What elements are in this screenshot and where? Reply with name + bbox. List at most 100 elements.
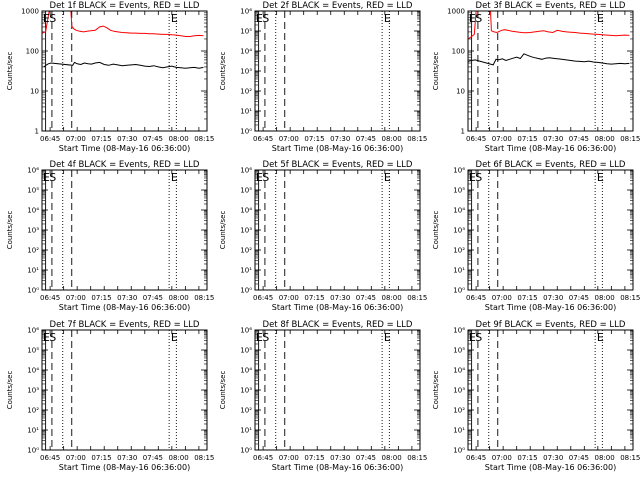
panel-title: Det 5f BLACK = Events, RED = LLD bbox=[263, 160, 413, 170]
x-tick-label: 06:45 bbox=[466, 294, 486, 302]
y-tick-label: 10⁵ bbox=[453, 347, 465, 355]
x-tick-label: 08:00 bbox=[382, 294, 402, 302]
x-tick-label: 07:15 bbox=[517, 135, 537, 143]
event-marker-label: E bbox=[256, 171, 263, 184]
x-tick-label: 07:30 bbox=[543, 454, 563, 462]
x-tick-label: 07:00 bbox=[492, 454, 512, 462]
panel-title: Det 2f BLACK = Events, RED = LLD bbox=[263, 1, 413, 11]
x-tick-label: 07:45 bbox=[143, 135, 163, 143]
y-tick-label: 10³ bbox=[453, 227, 465, 235]
event-marker-label: E bbox=[43, 331, 50, 344]
x-axis-label: Start Time (08-May-16 06:36:00) bbox=[59, 303, 190, 312]
y-tick-label: 10³ bbox=[453, 387, 465, 395]
x-tick-label: 08:15 bbox=[620, 294, 640, 302]
y-tick-label: 10⁰ bbox=[453, 447, 465, 455]
y-tick-label: 10⁶ bbox=[240, 167, 252, 175]
y-tick-label: 10² bbox=[240, 407, 252, 415]
y-tick-label: 100 bbox=[452, 48, 465, 56]
y-tick-label: 10⁵ bbox=[453, 187, 465, 195]
lld-series-line bbox=[42, 11, 204, 37]
event-marker-label: S bbox=[475, 171, 482, 184]
event-marker-label: E bbox=[171, 171, 178, 184]
event-marker-label: E bbox=[597, 331, 604, 344]
panel-title: Det 6f BLACK = Events, RED = LLD bbox=[476, 160, 626, 170]
event-marker-label: S bbox=[262, 12, 269, 25]
x-tick-label: 08:00 bbox=[169, 135, 189, 143]
y-tick-label: 10⁶ bbox=[27, 167, 39, 175]
x-tick-label: 08:15 bbox=[620, 454, 640, 462]
x-tick-label: 07:45 bbox=[569, 294, 589, 302]
y-axis-label: Counts/sec bbox=[219, 211, 227, 250]
y-tick-label: 10⁵ bbox=[240, 187, 252, 195]
detector-panel: Det 6f BLACK = Events, RED = LLD Counts/s… bbox=[432, 160, 640, 312]
x-tick-label: 07:30 bbox=[117, 294, 137, 302]
plot-frame bbox=[254, 10, 421, 132]
event-marker-label: E bbox=[597, 171, 604, 184]
x-tick-label: 06:45 bbox=[466, 454, 486, 462]
y-tick-label: 10² bbox=[240, 247, 252, 255]
event-marker-label: S bbox=[49, 331, 56, 344]
x-axis-label: Start Time (08-May-16 06:36:00) bbox=[59, 144, 190, 153]
x-tick-label: 08:15 bbox=[194, 454, 214, 462]
y-axis-label: Counts/sec bbox=[219, 371, 227, 410]
panel-title: Det 7f BLACK = Events, RED = LLD bbox=[50, 320, 200, 330]
detector-panel: Det 9f BLACK = Events, RED = LLD Counts/s… bbox=[432, 320, 640, 472]
x-tick-label: 06:45 bbox=[466, 135, 486, 143]
event-marker-label: S bbox=[49, 171, 56, 184]
y-tick-label: 1 bbox=[35, 128, 39, 136]
x-axis-label: Start Time (08-May-16 06:36:00) bbox=[272, 144, 403, 153]
x-axis-label: Start Time (08-May-16 06:36:00) bbox=[272, 303, 403, 312]
y-tick-label: 10² bbox=[27, 247, 39, 255]
panel-title: Det 8f BLACK = Events, RED = LLD bbox=[263, 320, 413, 330]
y-tick-label: 10² bbox=[240, 88, 252, 96]
y-tick-label: 10¹ bbox=[240, 267, 252, 275]
lld-series-line bbox=[468, 11, 630, 40]
series-group bbox=[42, 11, 204, 69]
y-tick-label: 1000 bbox=[21, 8, 39, 16]
y-axis-label: Counts/sec bbox=[432, 211, 440, 250]
y-tick-label: 10³ bbox=[240, 387, 252, 395]
events-series-line bbox=[468, 53, 630, 66]
event-marker-label: S bbox=[475, 331, 482, 344]
x-tick-label: 07:00 bbox=[66, 454, 86, 462]
detector-panel: Det 5f BLACK = Events, RED = LLD Counts/s… bbox=[219, 160, 427, 312]
detector-panel: Det 1f BLACK = Events, RED = LLD Counts/s… bbox=[6, 1, 214, 153]
y-tick-label: 10⁰ bbox=[240, 447, 252, 455]
y-tick-label: 10⁶ bbox=[453, 327, 465, 335]
detector-panel: Det 4f BLACK = Events, RED = LLD Counts/s… bbox=[6, 160, 214, 312]
y-tick-label: 10³ bbox=[240, 227, 252, 235]
x-tick-label: 07:45 bbox=[569, 135, 589, 143]
y-tick-label: 10⁰ bbox=[240, 287, 252, 295]
x-tick-label: 06:45 bbox=[40, 454, 60, 462]
event-marker-label: E bbox=[43, 12, 50, 25]
y-tick-label: 10 bbox=[456, 88, 465, 96]
event-marker-label: S bbox=[262, 171, 269, 184]
plot-frame bbox=[467, 329, 634, 451]
x-tick-label: 08:15 bbox=[620, 135, 640, 143]
panel-title: Det 1f BLACK = Events, RED = LLD bbox=[50, 1, 200, 11]
x-tick-label: 07:00 bbox=[66, 294, 86, 302]
plot-frame bbox=[254, 169, 421, 291]
y-axis-label: Counts/sec bbox=[6, 52, 14, 91]
detector-panel: Det 2f BLACK = Events, RED = LLD Counts/s… bbox=[219, 1, 427, 153]
event-marker-label: E bbox=[171, 331, 178, 344]
x-tick-label: 07:15 bbox=[517, 294, 537, 302]
x-tick-label: 07:45 bbox=[356, 454, 376, 462]
x-tick-label: 08:00 bbox=[382, 135, 402, 143]
x-tick-label: 07:15 bbox=[517, 454, 537, 462]
x-tick-label: 07:45 bbox=[143, 454, 163, 462]
x-tick-label: 06:45 bbox=[253, 294, 273, 302]
x-tick-label: 07:15 bbox=[91, 135, 111, 143]
x-tick-label: 06:45 bbox=[40, 135, 60, 143]
plot-frame bbox=[41, 10, 208, 132]
y-axis-label: Counts/sec bbox=[432, 371, 440, 410]
event-marker-label: E bbox=[469, 331, 476, 344]
y-axis-label: Counts/sec bbox=[219, 52, 227, 91]
y-tick-label: 10¹ bbox=[240, 427, 252, 435]
x-axis-label: Start Time (08-May-16 06:36:00) bbox=[485, 463, 616, 472]
x-tick-label: 08:00 bbox=[169, 294, 189, 302]
event-marker-label: E bbox=[469, 171, 476, 184]
detector-panel: Det 3f BLACK = Events, RED = LLD Counts/s… bbox=[432, 1, 640, 153]
y-tick-label: 10³ bbox=[27, 387, 39, 395]
